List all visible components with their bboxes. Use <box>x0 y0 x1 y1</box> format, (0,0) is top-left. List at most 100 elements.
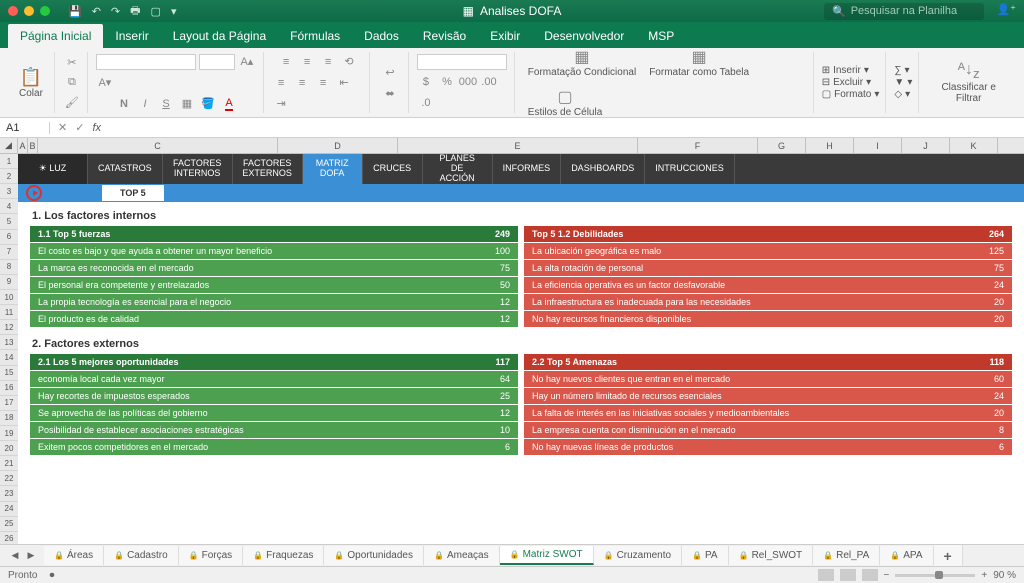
percent-icon[interactable]: % <box>438 73 456 91</box>
font-family-select[interactable] <box>96 54 196 70</box>
row-header-16[interactable]: 16 <box>0 381 18 396</box>
normal-view-icon[interactable] <box>818 569 834 581</box>
sheet-tab-matriz-swot[interactable]: 🔒Matriz SWOT <box>500 546 594 565</box>
nav-item-matriz-dofa[interactable]: MATRIZDOFA <box>303 154 363 184</box>
row-header-5[interactable]: 5 <box>0 214 18 229</box>
row-header-8[interactable]: 8 <box>0 260 18 275</box>
row-header-9[interactable]: 9 <box>0 275 18 290</box>
fill-button[interactable]: ▼▾ <box>894 77 912 88</box>
ribbon-tab-inserir[interactable]: Inserir <box>103 24 160 48</box>
increase-indent-icon[interactable]: ⇥ <box>272 95 290 113</box>
row-header-1[interactable]: 1 <box>0 154 18 169</box>
nav-item-cruces[interactable]: CRUCES <box>363 154 423 184</box>
row-header-4[interactable]: 4 <box>0 199 18 214</box>
undo-icon[interactable]: ↶ <box>92 5 101 18</box>
italic-button[interactable]: I <box>136 95 154 113</box>
row-header-3[interactable]: 3 <box>0 184 18 199</box>
column-header-C[interactable]: C <box>38 138 278 153</box>
sheet-tab-forças[interactable]: 🔒Forças <box>179 546 244 565</box>
column-header-F[interactable]: F <box>638 138 758 153</box>
align-bottom-icon[interactable]: ≡ <box>319 53 337 71</box>
sheet-content[interactable]: ☀ LUZ CATASTROSFACTORESINTERNOSFACTORESE… <box>18 154 1024 547</box>
play-icon[interactable] <box>26 185 42 201</box>
zoom-out-icon[interactable]: − <box>884 570 890 581</box>
align-top-icon[interactable]: ≡ <box>277 53 295 71</box>
sheet-tab-apa[interactable]: 🔒APA <box>880 546 933 565</box>
row-header-13[interactable]: 13 <box>0 335 18 350</box>
cell-reference[interactable]: A1 <box>0 122 50 134</box>
row-header-18[interactable]: 18 <box>0 411 18 426</box>
fx-icon[interactable]: fx <box>92 122 101 134</box>
column-header-G[interactable]: G <box>758 138 806 153</box>
orientation-icon[interactable]: ⟲ <box>340 53 358 71</box>
row-header-12[interactable]: 12 <box>0 320 18 335</box>
border-button[interactable]: ▦ <box>178 95 196 113</box>
number-format-select[interactable] <box>417 54 507 70</box>
print-icon[interactable]: 🖶 <box>130 2 140 21</box>
zoom-in-icon[interactable]: + <box>981 570 987 581</box>
share-icon[interactable]: 👤⁺ <box>996 3 1016 16</box>
bold-button[interactable]: N <box>115 95 133 113</box>
currency-icon[interactable]: $ <box>417 73 435 91</box>
row-header-23[interactable]: 23 <box>0 486 18 501</box>
nav-item-planes-de-acción[interactable]: PLANESDE ACCIÓN <box>423 154 493 184</box>
nav-item-factores-externos[interactable]: FACTORESEXTERNOS <box>233 154 303 184</box>
comma-icon[interactable]: 000 <box>459 73 477 91</box>
row-header-19[interactable]: 19 <box>0 426 18 441</box>
row-header-17[interactable]: 17 <box>0 396 18 411</box>
search-bar[interactable]: 🔍 Pesquisar na Planilha <box>824 3 984 20</box>
close-window-icon[interactable] <box>8 6 18 16</box>
align-center-icon[interactable]: ≡ <box>293 74 311 92</box>
format-painter-icon[interactable]: 🖌 <box>63 94 81 112</box>
decrease-indent-icon[interactable]: ⇤ <box>335 74 353 92</box>
row-header-22[interactable]: 22 <box>0 471 18 486</box>
format-cells-button[interactable]: ▢Formato▾ <box>822 89 880 100</box>
copy-icon[interactable]: ⧉ <box>63 74 81 92</box>
nav-item-informes[interactable]: INFORMES <box>493 154 562 184</box>
column-header-J[interactable]: J <box>902 138 950 153</box>
sheet-tab-rel-pa[interactable]: 🔒Rel_PA <box>813 546 880 565</box>
sheet-tab-cruzamento[interactable]: 🔒Cruzamento <box>594 546 682 565</box>
merge-cells-icon[interactable]: ⬌ <box>378 84 402 102</box>
delete-cells-button[interactable]: ⊟Excluir▾ <box>822 77 880 88</box>
autosum-button[interactable]: ∑▾ <box>894 65 912 76</box>
nav-item-intrucciones[interactable]: INTRUCCIONES <box>645 154 735 184</box>
paste-button[interactable]: 📋 Colar <box>14 64 48 102</box>
column-header-H[interactable]: H <box>806 138 854 153</box>
sort-filter-button[interactable]: ᴬ↓ᴢ Classificar e Filtrar <box>927 58 1010 106</box>
cell-styles-button[interactable]: ▢Estilos de Célula <box>523 84 607 121</box>
column-header-K[interactable]: K <box>950 138 998 153</box>
row-header-15[interactable]: 15 <box>0 366 18 381</box>
conditional-format-button[interactable]: ▦Formatação Condicional <box>523 44 641 81</box>
row-header-20[interactable]: 20 <box>0 441 18 456</box>
ribbon-tab-layout-da-página[interactable]: Layout da Página <box>161 24 278 48</box>
underline-button[interactable]: S <box>157 95 175 113</box>
row-header-21[interactable]: 21 <box>0 456 18 471</box>
align-middle-icon[interactable]: ≡ <box>298 53 316 71</box>
qat-dropdown-icon[interactable]: ▾ <box>171 5 177 18</box>
row-header-14[interactable]: 14 <box>0 350 18 365</box>
row-header-25[interactable]: 25 <box>0 517 18 532</box>
zoom-level[interactable]: 90 % <box>993 570 1016 581</box>
cut-icon[interactable]: ✂ <box>63 54 81 72</box>
macro-record-icon[interactable]: ⏺ <box>49 570 54 581</box>
fill-color-button[interactable]: 🪣 <box>199 95 217 113</box>
maximize-window-icon[interactable] <box>40 6 50 16</box>
decrease-decimal-icon[interactable]: .0 <box>417 94 435 112</box>
confirm-formula-icon[interactable]: ✓ <box>75 121 84 134</box>
align-left-icon[interactable]: ≡ <box>272 74 290 92</box>
sheet-tab-áreas[interactable]: 🔒Áreas <box>44 546 104 565</box>
top5-tab[interactable]: TOP 5 <box>102 185 164 201</box>
wrap-text-icon[interactable]: ↩ <box>378 63 402 81</box>
column-header-B[interactable]: B <box>28 138 38 153</box>
cancel-formula-icon[interactable]: ✕ <box>58 121 67 134</box>
column-header-D[interactable]: D <box>278 138 398 153</box>
ribbon-tab-dados[interactable]: Dados <box>352 24 411 48</box>
align-right-icon[interactable]: ≡ <box>314 74 332 92</box>
nav-item-factores-internos[interactable]: FACTORESINTERNOS <box>163 154 233 184</box>
sheet-tab-pa[interactable]: 🔒PA <box>682 546 729 565</box>
redo-icon[interactable]: ↷ <box>111 5 120 18</box>
insert-cells-button[interactable]: ⊞Inserir▾ <box>822 65 880 76</box>
row-header-2[interactable]: 2 <box>0 169 18 184</box>
clear-button[interactable]: ◇▾ <box>894 89 912 100</box>
